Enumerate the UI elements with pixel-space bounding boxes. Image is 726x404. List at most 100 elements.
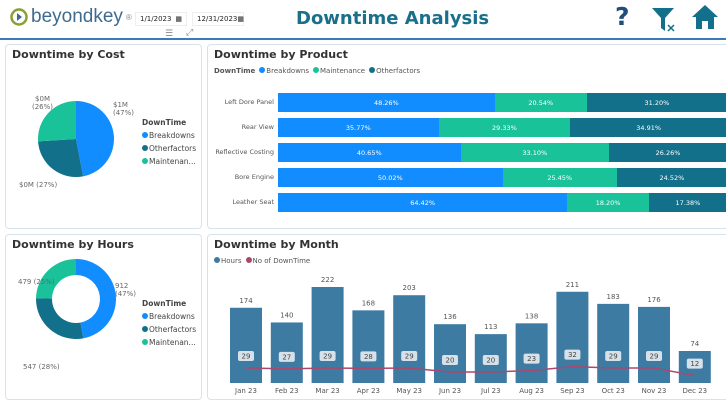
product-title: Downtime by Product <box>214 48 348 61</box>
bar-segment-otherfactors[interactable]: 31.20% <box>586 93 726 112</box>
product-legend: DownTime Breakdowns Maintenance Otherfac… <box>214 67 420 75</box>
legend-item-maintenance[interactable]: Maintenan... <box>142 155 196 168</box>
bar-segment-breakdowns[interactable]: 50.02% <box>278 168 503 187</box>
legend-item-otherfactors[interactable]: Otherfactors <box>142 323 196 336</box>
start-date-value: 1/1/2023 <box>140 15 172 23</box>
filter-lines-icon[interactable]: ☰ <box>165 29 174 39</box>
legend-item-count[interactable]: No of DownTime <box>245 257 310 265</box>
bar-segment-breakdowns[interactable]: 48.26% <box>278 93 495 112</box>
slice-maintenance[interactable] <box>36 259 76 299</box>
line-point-label: 29 <box>242 352 251 360</box>
cost-title: Downtime by Cost <box>12 48 125 61</box>
calendar-icon[interactable]: ▦ <box>237 15 244 23</box>
month-tick-label: Feb 23 <box>275 387 299 395</box>
legend-item-breakdowns[interactable]: Breakdowns <box>259 67 309 75</box>
slice-otherfactors[interactable] <box>38 139 84 177</box>
bar-segment-otherfactors[interactable]: 26.26% <box>609 143 726 162</box>
focus-mode-icon[interactable]: ⤢ <box>186 28 194 38</box>
bar-value-label: 176 <box>647 296 661 304</box>
legend-item-otherfactors[interactable]: Otherfactors <box>369 67 420 75</box>
product-panel: Downtime by Product DownTime Breakdowns … <box>207 44 726 229</box>
bar-hours[interactable] <box>556 291 589 383</box>
month-tick-label: May 23 <box>396 387 422 395</box>
line-point-label-bg <box>278 351 295 362</box>
line-point-label-bg <box>319 350 336 361</box>
bar-value-label: 222 <box>321 276 334 284</box>
slice-otherfactors[interactable] <box>36 298 84 339</box>
month-tick-label: Mar 23 <box>315 387 339 395</box>
bar-segment-breakdowns[interactable]: 64.42% <box>278 193 568 212</box>
bar-hours[interactable] <box>230 307 262 383</box>
slice-breakdowns[interactable] <box>76 101 115 177</box>
bar-segment-maintenance[interactable]: 25.45% <box>502 168 617 187</box>
bar-segment-maintenance[interactable]: 20.54% <box>494 93 587 112</box>
month-tick-label: Jun 23 <box>438 387 461 395</box>
bar-segment-maintenance[interactable]: 18.20% <box>567 193 649 212</box>
legend-item-maintenance[interactable]: Maintenance <box>313 67 365 75</box>
product-row: Rear View 35.77% 29.33% 34.91% <box>208 118 726 137</box>
line-point-label-bg <box>442 355 458 365</box>
line-point-label: 20 <box>446 357 455 365</box>
slice-maintenance[interactable] <box>38 101 76 142</box>
cost-label-otherfactors: $0M (27%) <box>19 181 58 189</box>
legend-item-maintenance[interactable]: Maintenan... <box>142 336 196 349</box>
line-point-label: 20 <box>486 357 495 365</box>
month-tick-label: Jul 23 <box>480 387 501 395</box>
home-icon[interactable] <box>690 3 720 31</box>
month-tick-label: Sep 23 <box>560 387 584 395</box>
line-point-label-bg <box>360 351 377 362</box>
bar-segment-breakdowns[interactable]: 40.65% <box>278 143 461 162</box>
end-date-value: 12/31/2023 <box>197 15 238 23</box>
cost-label-breakdowns: $1M (47%) <box>113 101 135 117</box>
line-point-label-bg <box>686 358 703 369</box>
bar-value-label: 203 <box>403 284 416 292</box>
month-title: Downtime by Month <box>214 238 339 251</box>
hours-legend: DownTime Breakdowns Otherfactors Mainten… <box>142 297 196 349</box>
clear-filter-icon[interactable] <box>650 5 678 33</box>
legend-item-hours[interactable]: Hours <box>214 257 242 265</box>
legend-item-breakdowns[interactable]: Breakdowns <box>142 129 196 142</box>
bar-hours[interactable] <box>597 303 630 383</box>
bar-value-label: 140 <box>280 311 293 319</box>
calendar-icon[interactable]: ▦ <box>175 15 182 23</box>
bar-segment-maintenance[interactable]: 33.10% <box>460 143 610 162</box>
line-point-label: 28 <box>364 353 373 361</box>
slice-breakdowns[interactable] <box>76 259 117 339</box>
line-point-label: 29 <box>323 352 332 360</box>
line-point-label: 23 <box>527 355 536 363</box>
bar-segment-breakdowns[interactable]: 35.77% <box>278 118 439 137</box>
bar-hours[interactable] <box>638 306 670 383</box>
legend-item-otherfactors[interactable]: Otherfactors <box>142 142 196 155</box>
header: beyondkey ® 1/1/2023 ▦ 12/31/2023 ▦ ☰ ⤢ Dow… <box>0 0 726 40</box>
cost-pie <box>38 101 115 177</box>
bar-segment-otherfactors[interactable]: 17.38% <box>648 193 726 212</box>
help-icon[interactable]: ? <box>615 2 630 31</box>
bar-segment-maintenance[interactable]: 29.33% <box>438 118 571 137</box>
bar-hours[interactable] <box>515 323 548 383</box>
start-date-input[interactable]: 1/1/2023 ▦ <box>135 12 187 26</box>
logo-text: beyondkey <box>31 6 123 27</box>
line-point-label-bg <box>401 350 418 361</box>
bar-value-label: 113 <box>484 323 497 331</box>
bar-hours[interactable] <box>311 287 344 383</box>
cost-label-maintenance: $0M (26%) <box>32 95 54 111</box>
bar-segment-otherfactors[interactable]: 24.52% <box>616 168 726 187</box>
month-tick-label: Aug 23 <box>519 387 544 395</box>
legend-item-breakdowns[interactable]: Breakdowns <box>142 310 196 323</box>
month-tick-label: Apr 23 <box>357 387 380 395</box>
bar-value-label: 211 <box>566 281 579 289</box>
bar-hours[interactable] <box>352 310 385 383</box>
bar-segment-otherfactors[interactable]: 34.91% <box>570 118 726 137</box>
bar-hours[interactable] <box>393 295 426 383</box>
month-panel: Downtime by Month Hours No of DownTime 1… <box>207 234 726 400</box>
logo: beyondkey ® <box>10 6 132 28</box>
bar-value-label: 74 <box>690 340 699 348</box>
cost-legend: DownTime Breakdowns Otherfactors Mainten… <box>142 116 196 168</box>
month-tick-label: Oct 23 <box>602 387 625 395</box>
end-date-input[interactable]: 12/31/2023 ▦ <box>192 12 244 26</box>
bar-hours[interactable] <box>434 324 466 383</box>
line-point-label-bg <box>238 350 254 361</box>
hours-panel: Downtime by Hours 912 (47%) 479 (25%) 547… <box>5 234 202 400</box>
month-chart: 174 Jan 23 140 Feb 23 222 Mar 23 168 Apr 23 203 M… <box>230 276 711 395</box>
month-tick-label: Dec 23 <box>682 387 707 395</box>
